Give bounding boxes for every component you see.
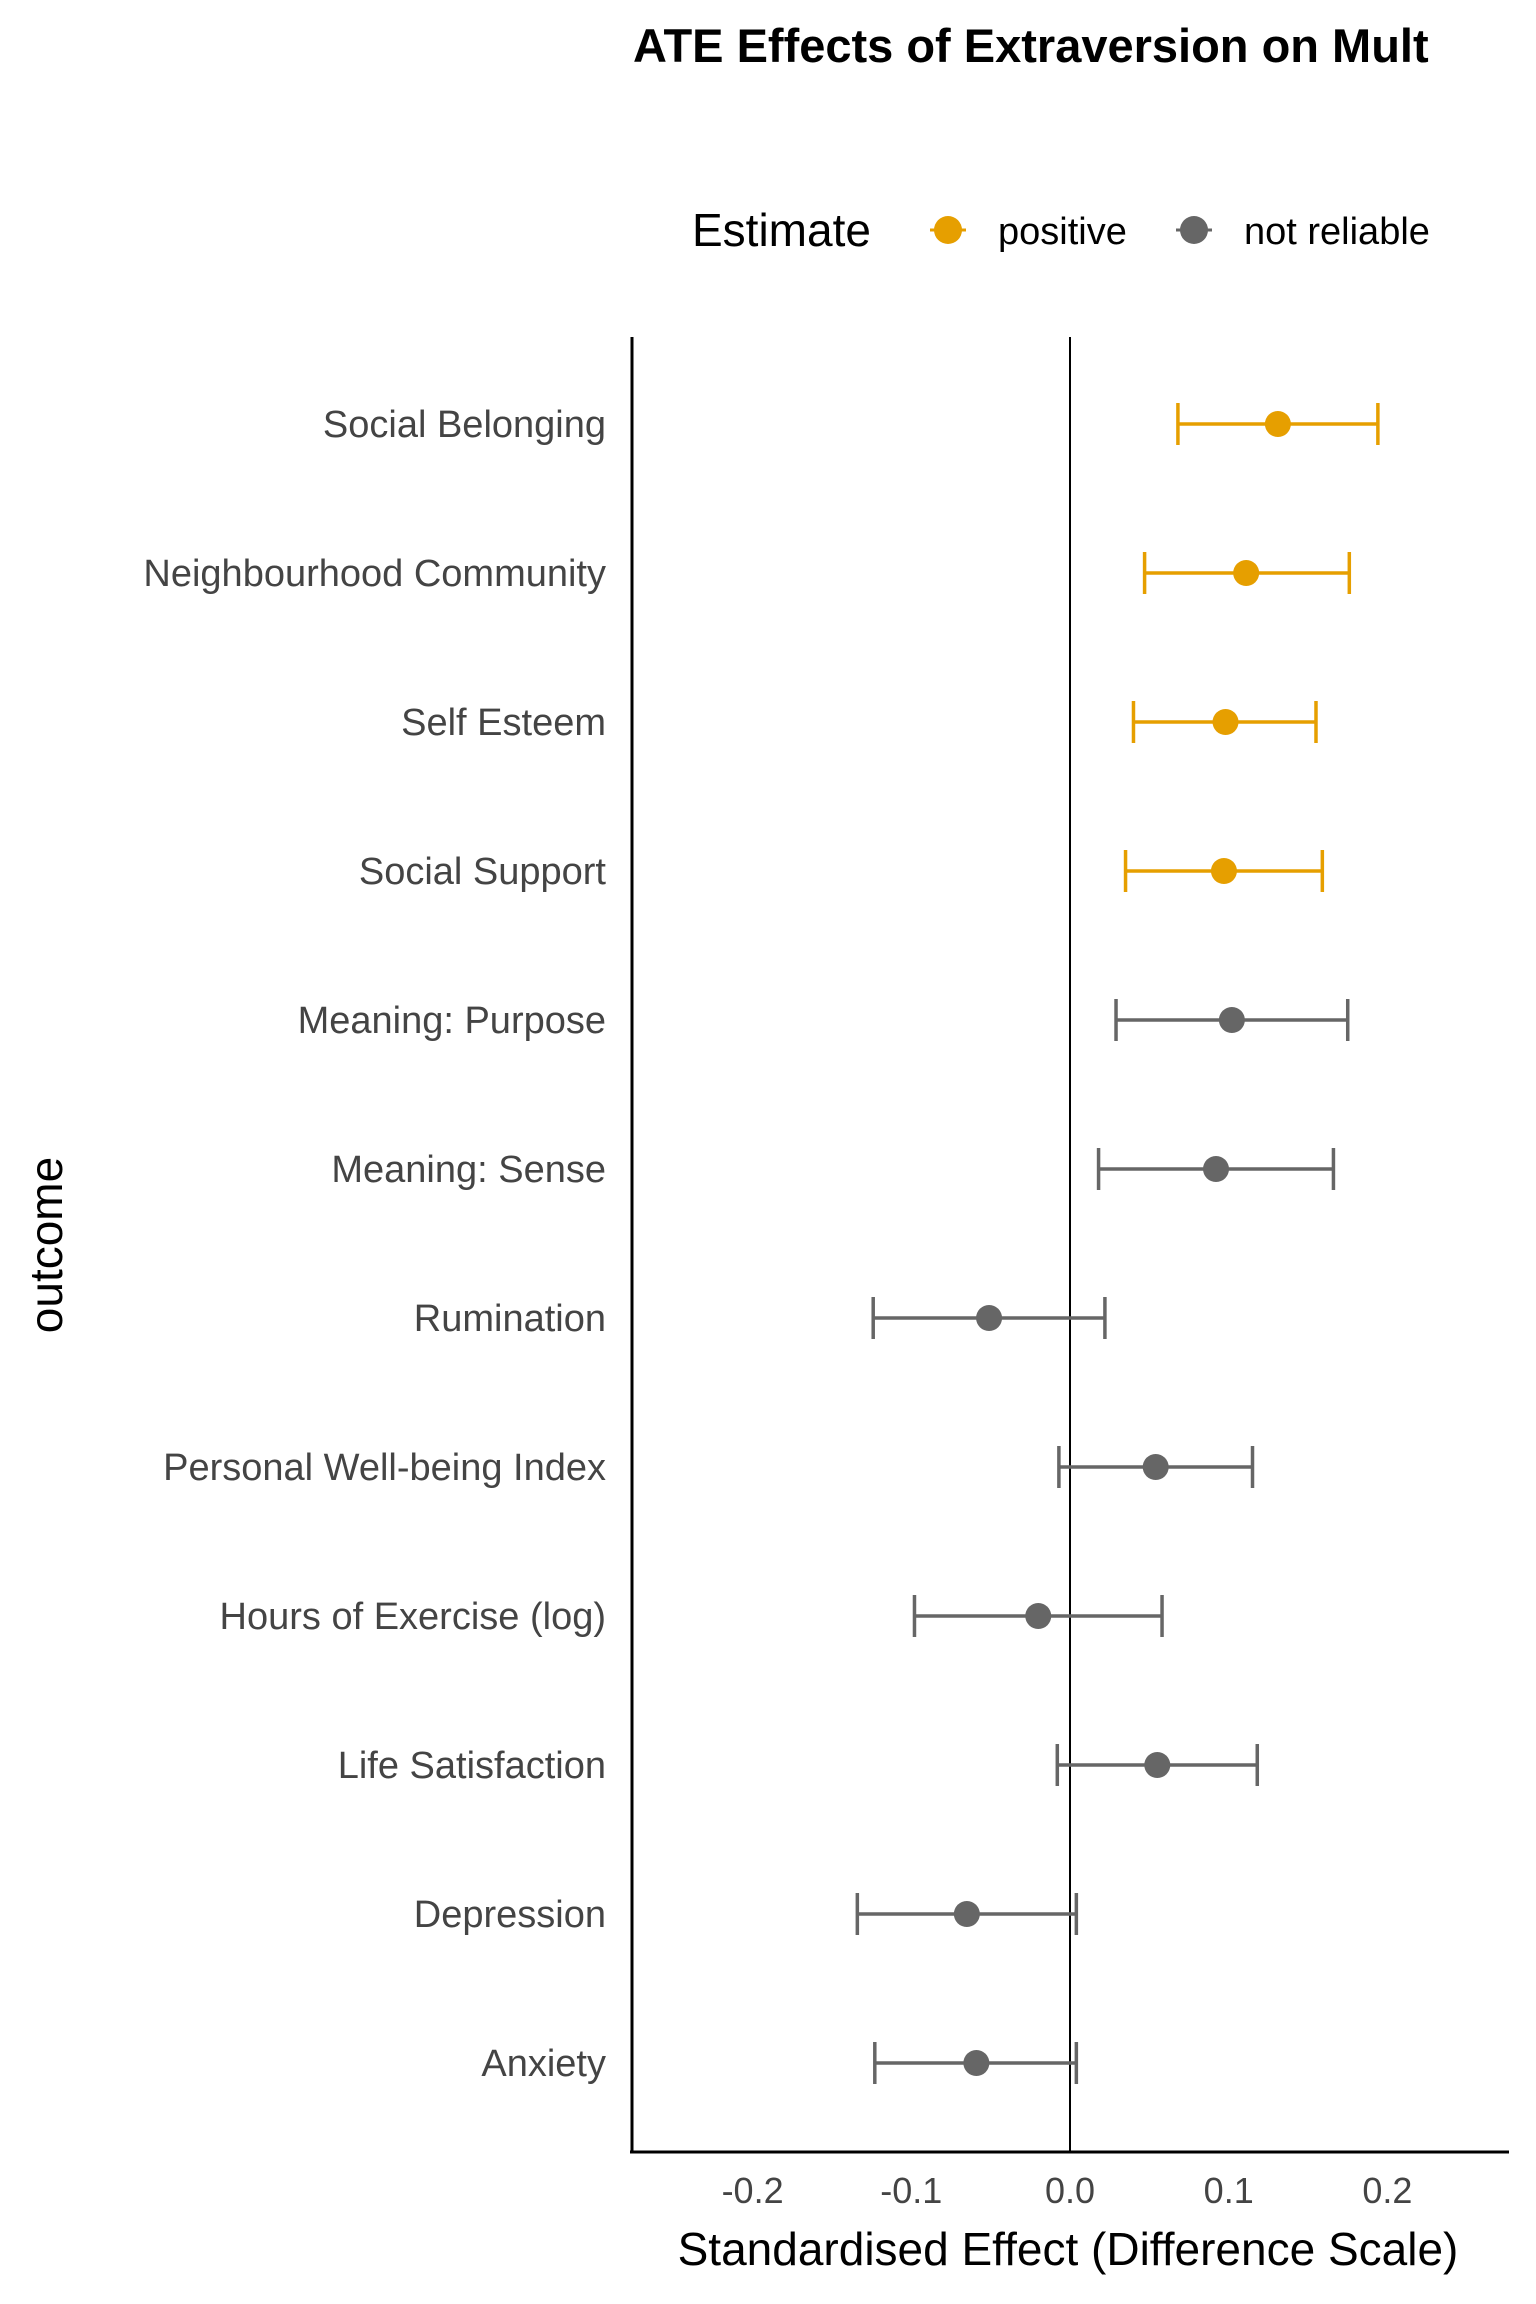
legend-key-point [934, 216, 962, 244]
estimate-3 [1123, 850, 1325, 892]
x-tick-label: -0.2 [722, 2170, 784, 2211]
category-label: Anxiety [481, 2043, 606, 2085]
legend-entries: positive not reliable [930, 211, 1430, 253]
estimate-1 [1142, 552, 1352, 594]
category-label: Meaning: Purpose [298, 1000, 606, 1042]
estimate-0 [1176, 403, 1380, 445]
legend: Estimate positive not reliable [692, 204, 1430, 256]
estimate-point [1264, 411, 1291, 437]
estimate-9 [1055, 1744, 1260, 1786]
category-label: Self Esteem [401, 702, 606, 744]
estimate-point [1210, 858, 1237, 884]
estimate-2 [1131, 701, 1318, 743]
legend-entry-not_reliable: not reliable [1176, 211, 1430, 253]
category-label: Meaning: Sense [331, 1149, 606, 1191]
x-tick-labels: -0.2 -0.1 0.0 0.1 0.2 [722, 2170, 1413, 2211]
category-label: Hours of Exercise (log) [220, 1596, 606, 1638]
chart-title: ATE Effects of Extraversion on Mult [633, 19, 1429, 72]
category-label: Social Belonging [323, 404, 606, 446]
category-label: Depression [414, 1894, 606, 1936]
x-tick-label: -0.1 [880, 2170, 942, 2211]
data-marks [855, 403, 1380, 2084]
legend-label: positive [998, 211, 1127, 253]
estimate-point [1142, 1454, 1169, 1480]
category-label: Life Satisfaction [338, 1745, 606, 1787]
estimate-point [1025, 1603, 1052, 1629]
estimate-point [963, 2050, 990, 2076]
category-label: Neighbourhood Community [143, 553, 606, 595]
estimate-11 [873, 2042, 1079, 2084]
category-labels: Social Belonging Neighbourhood Community S… [143, 404, 606, 2085]
x-tick-label: 0.0 [1045, 2170, 1095, 2211]
legend-key-point [1180, 216, 1208, 244]
category-label: Rumination [414, 1298, 606, 1340]
legend-label: not reliable [1244, 211, 1430, 253]
estimate-point [1233, 560, 1260, 586]
estimate-4 [1114, 999, 1350, 1041]
category-label: Social Support [359, 851, 607, 893]
estimate-point [953, 1901, 980, 1927]
estimate-10 [855, 1893, 1079, 1935]
estimate-7 [1057, 1446, 1255, 1488]
category-label: Personal Well-being Index [163, 1447, 606, 1489]
x-axis-title: Standardised Effect (Difference Scale) [678, 2223, 1459, 2275]
x-tick-label: 0.1 [1204, 2170, 1254, 2211]
estimate-8 [912, 1595, 1164, 1637]
estimate-point [976, 1305, 1003, 1331]
estimate-6 [871, 1297, 1107, 1339]
plot-area: Social Belonging Neighbourhood Community S… [143, 337, 1509, 2211]
estimate-point [1218, 1007, 1245, 1033]
estimate-point [1144, 1752, 1171, 1778]
estimate-point [1203, 1156, 1230, 1182]
y-axis-title: outcome [20, 1157, 72, 1333]
legend-title: Estimate [692, 204, 871, 256]
legend-entry-positive: positive [930, 211, 1127, 253]
estimate-point [1212, 709, 1239, 735]
x-tick-label: 0.2 [1362, 2170, 1412, 2211]
estimate-5 [1096, 1148, 1336, 1190]
